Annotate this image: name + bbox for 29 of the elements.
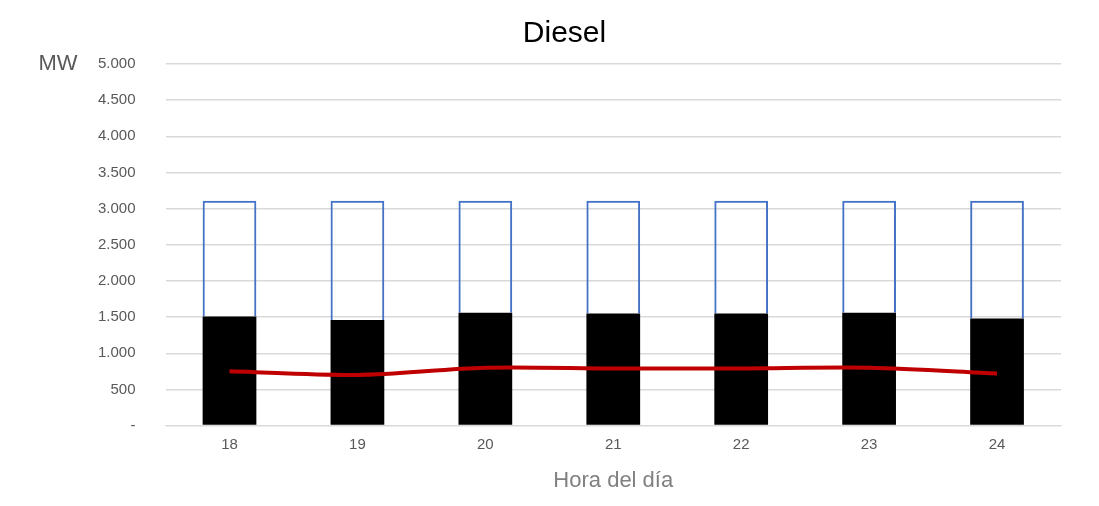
- x-tick-label: 20: [477, 434, 494, 452]
- bar: [330, 320, 385, 425]
- y-tick-label: 3.000: [97, 198, 136, 216]
- bar: [586, 313, 641, 425]
- y-tick-label: 4.000: [97, 126, 136, 144]
- bar: [970, 318, 1024, 425]
- x-tick-label: 19: [349, 434, 366, 452]
- y-tick-label: 2.500: [97, 234, 136, 252]
- bar: [202, 316, 257, 425]
- line-series: [227, 365, 1000, 378]
- x-axis-title: Hora del día: [553, 466, 674, 492]
- bar: [714, 313, 769, 425]
- chart-title: Diesel: [522, 15, 607, 49]
- y-tick-label: 3.500: [97, 162, 136, 180]
- x-tick-label: 21: [604, 434, 622, 452]
- y-tick-label: 4.500: [97, 90, 136, 108]
- y-tick-label: 5.000: [97, 54, 136, 72]
- x-tick-label: 22: [732, 434, 750, 452]
- bar: [458, 312, 513, 425]
- y-axis-title: MW: [38, 50, 78, 76]
- y-tick-label: 1.000: [97, 343, 136, 361]
- x-tick-label: 24: [988, 434, 1006, 452]
- y-tick-label: 1.500: [97, 307, 136, 325]
- bar: [842, 312, 896, 425]
- y-tick-label: 2.000: [97, 271, 136, 289]
- y-tick-label: 500: [110, 379, 136, 397]
- x-tick-label: 18: [221, 434, 238, 452]
- y-tick-label: -: [130, 415, 136, 433]
- x-tick-label: 23: [860, 434, 878, 452]
